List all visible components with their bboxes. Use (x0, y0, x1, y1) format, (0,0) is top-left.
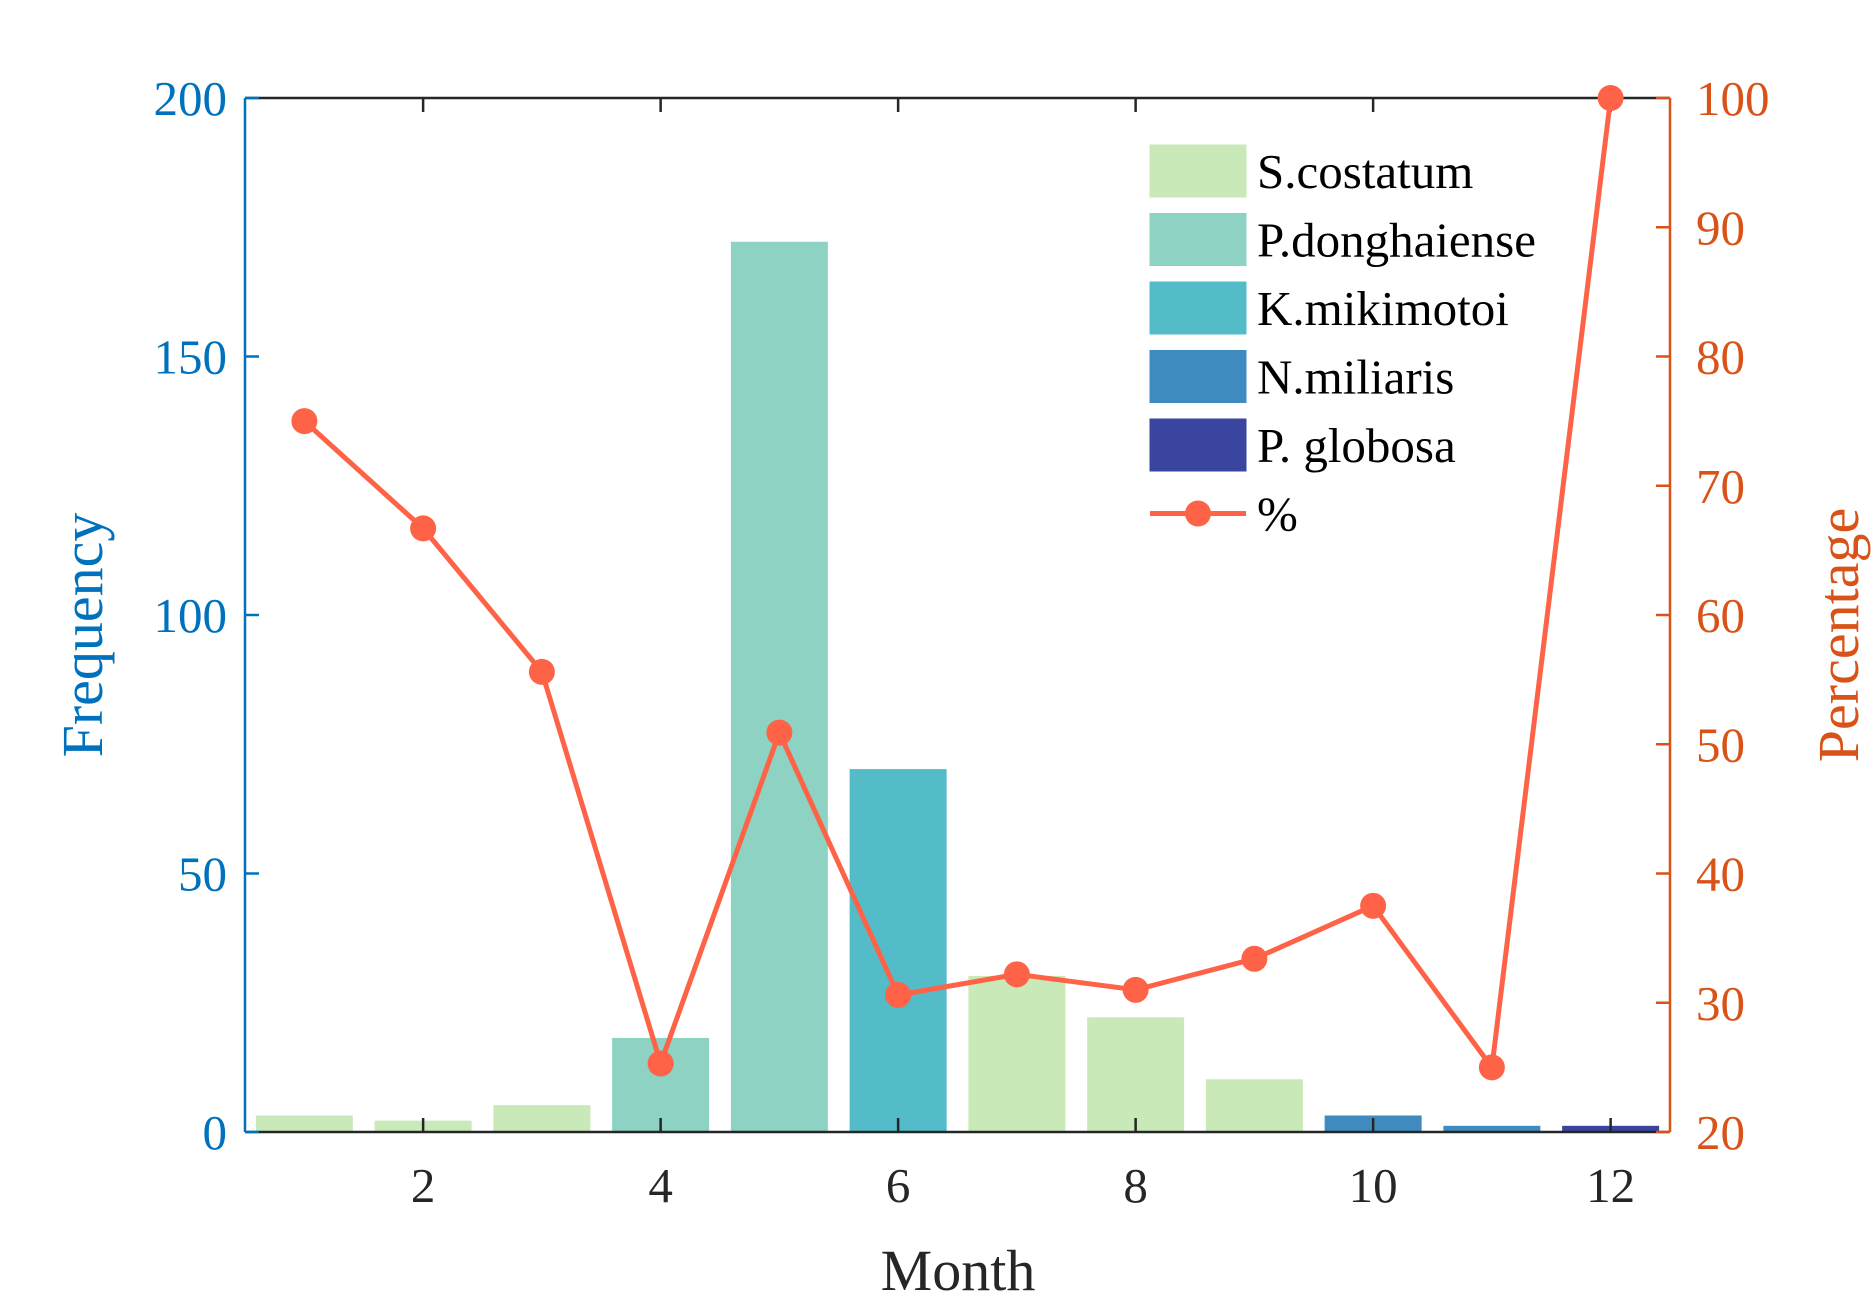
percentage-series-line (302, 97, 1614, 1070)
percentage-point-month-8 (1122, 976, 1149, 1003)
left-y-tick-label: 0 (203, 1105, 228, 1160)
x-tick-label: 6 (886, 1158, 911, 1213)
right-y-tick-label: 90 (1696, 200, 1745, 255)
right-y-tick-label: 70 (1696, 459, 1745, 514)
line-layer (291, 85, 1624, 1081)
right-y-tick-label: 100 (1696, 71, 1770, 126)
legend-label-1: S.costatum (1257, 144, 1473, 199)
legend-label-percent: % (1257, 487, 1298, 542)
x-tick-label: 12 (1586, 1158, 1635, 1213)
percentage-point-month-11 (1478, 1054, 1505, 1081)
x-tick-label: 4 (648, 1158, 673, 1213)
right-y-tick-label: 40 (1696, 847, 1745, 902)
x-axis-label: Month (881, 1238, 1036, 1303)
percentage-point-month-2 (410, 515, 437, 542)
legend-swatch-5 (1149, 418, 1247, 472)
percentage-point-month-4 (647, 1050, 674, 1077)
left-y-tick-label: 100 (154, 588, 228, 643)
percentage-point-month-1 (291, 408, 318, 435)
percentage-point-month-7 (1003, 961, 1030, 988)
right-y-tick-label: 60 (1696, 588, 1745, 643)
percentage-point-month-5 (766, 719, 793, 746)
right-y-tick-label: 30 (1696, 976, 1745, 1031)
legend-swatch-4 (1149, 350, 1247, 403)
left-y-tick-label: 200 (154, 71, 228, 126)
legend-label-5: P. globosa (1257, 418, 1456, 473)
legend-swatch-2 (1149, 213, 1247, 266)
legend: S.costatum P.donghaiense K.mikimotoi N.mili… (1149, 144, 1536, 542)
bar-month-7 (968, 975, 1066, 1134)
right-y-tick-label: 20 (1696, 1105, 1745, 1160)
x-tick-label: 10 (1349, 1158, 1398, 1213)
percentage-point-month-10 (1360, 892, 1387, 919)
left-y-tick-label: 150 (154, 330, 228, 385)
legend-marker (1185, 500, 1211, 527)
bar-month-1 (255, 1115, 353, 1133)
bar-month-6 (849, 769, 947, 1133)
percentage-point-month-9 (1241, 945, 1268, 972)
right-y-tick-label: 50 (1696, 717, 1745, 772)
bar-month-3 (493, 1105, 591, 1134)
bar-month-9 (1205, 1079, 1303, 1134)
percentage-point-month-3 (528, 658, 555, 685)
percentage-point-month-12 (1597, 85, 1624, 111)
legend-label-4: N.miliaris (1257, 350, 1454, 405)
x-tick-label: 8 (1123, 1158, 1148, 1213)
left-y-tick-label: 50 (178, 847, 227, 902)
legend-swatch-1 (1149, 144, 1247, 198)
right-y-axis-label: Percentage (1806, 508, 1871, 762)
right-y-tick-label: 80 (1696, 330, 1745, 385)
x-tick-label: 2 (411, 1158, 436, 1213)
legend-label-3: K.mikimotoi (1257, 281, 1509, 336)
bars-layer (255, 241, 1660, 1134)
legend-label-2: P.donghaiense (1257, 213, 1536, 268)
bar-month-8 (1087, 1017, 1185, 1134)
legend-swatch-3 (1149, 281, 1247, 335)
left-y-axis-label: Frequency (50, 513, 115, 758)
percentage-point-month-6 (885, 981, 912, 1008)
axes-layer: 2 4 6 8 10 12 0 50 100 150 200 20 30 40 50 60 70 80 90 100 (154, 71, 1770, 1213)
bar-month-5 (730, 241, 828, 1133)
